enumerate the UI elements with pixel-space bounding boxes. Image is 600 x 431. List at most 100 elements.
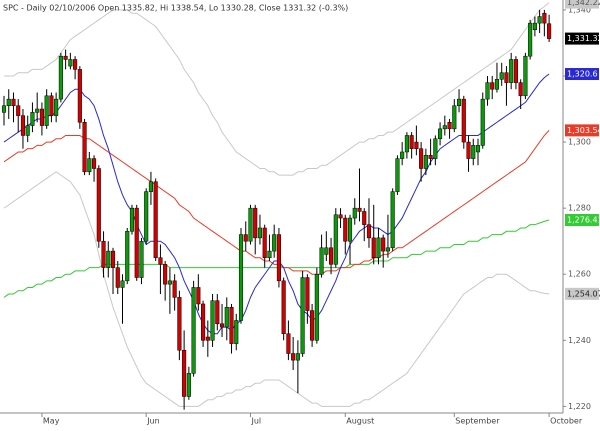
candle-body [63,55,68,60]
x-tick-label: Jul [250,417,261,426]
y-tick-label: 1,300 [568,138,591,147]
candle-body [35,108,40,113]
candle-body [44,95,49,126]
candle-body [381,237,386,252]
candle-body [461,98,466,143]
candle-body [300,277,305,354]
candle-body [385,247,390,252]
candle-body [423,155,428,169]
candle-body [205,336,210,341]
candle-body [196,287,201,305]
candle-body [333,214,338,265]
candle-body [272,234,277,252]
candle-body [25,125,30,136]
candle-body [347,217,353,242]
candle-body [471,145,476,159]
candle-body [77,69,82,123]
candle-body [509,59,514,83]
candle-body [513,59,518,83]
last-value-label: 1,342.22 [567,0,600,7]
candle-body [219,323,225,328]
candle-body [238,234,244,321]
candle-body [73,59,78,70]
candle-body [490,82,495,90]
candle-body [82,121,87,173]
candle-body [395,158,400,192]
candle-body [129,207,135,232]
candle-body [376,237,381,258]
y-tick-label: 1,280 [568,204,591,213]
candle-body [125,231,130,282]
candle-body [400,151,405,159]
candle-body [314,273,319,341]
candle-body [106,250,111,268]
candle-body [257,227,263,239]
close-value-box [565,32,599,45]
candle-body [291,353,296,361]
candle-body [319,247,324,275]
candle-body [324,247,329,255]
last-value-box [565,68,599,81]
candle-body [281,280,286,334]
candle-body [404,135,409,153]
candle-body [447,121,452,130]
candle-body [267,250,272,258]
candle-body [39,108,44,126]
candle-body [475,145,481,153]
x-tick-label: May [43,417,60,426]
candle-body [419,148,424,169]
candle-body [438,128,443,140]
last-value-box [565,214,599,227]
candle-body [442,125,447,130]
candle-body [537,16,542,24]
candle-body [243,234,248,242]
candle-body [504,72,509,83]
candle-body [485,82,490,100]
candle-body [414,141,419,149]
candle-body [182,349,187,397]
last-value-label: 1,303.54 [567,126,600,135]
candle-body [371,237,376,258]
x-tick-label: September [455,417,500,426]
candle-body [134,207,139,278]
candle-body [210,300,215,341]
indicator-line [3,219,550,298]
candle-body [92,158,97,169]
candle-body [253,207,258,239]
candle-body [153,181,158,258]
candle-body [54,98,59,116]
candle-body [110,250,116,268]
candle-body [310,310,315,341]
y-tick-label: 1,220 [568,402,591,411]
candle-body [409,135,414,149]
candle-body [390,191,395,249]
candle-body [542,12,547,24]
y-tick-label: 1,240 [568,336,591,345]
candle-body [20,115,26,136]
candle-body [528,22,533,57]
candle-body [362,211,367,225]
last-value-box [565,124,599,137]
candle-body [87,158,92,173]
indicator-line [4,2,550,176]
candle-body [68,59,73,67]
candle-body [96,168,101,242]
candle-body [452,105,457,130]
candle-body [49,95,54,116]
candle-body [191,287,196,374]
last-value-label: 1,254.07 [567,289,600,298]
candle-body [523,55,528,97]
candle-body [158,257,163,265]
candle-body [177,297,182,351]
candle-body [163,264,168,285]
last-value-label: 1,276.41 [567,216,600,225]
candle-body [329,247,334,265]
candle-body [201,303,206,341]
y-tick-label: 1,340 [568,5,591,14]
candle-body [248,207,253,242]
candle-body [1,105,7,113]
candle-body [148,181,153,192]
x-tick-label: August [346,417,374,426]
